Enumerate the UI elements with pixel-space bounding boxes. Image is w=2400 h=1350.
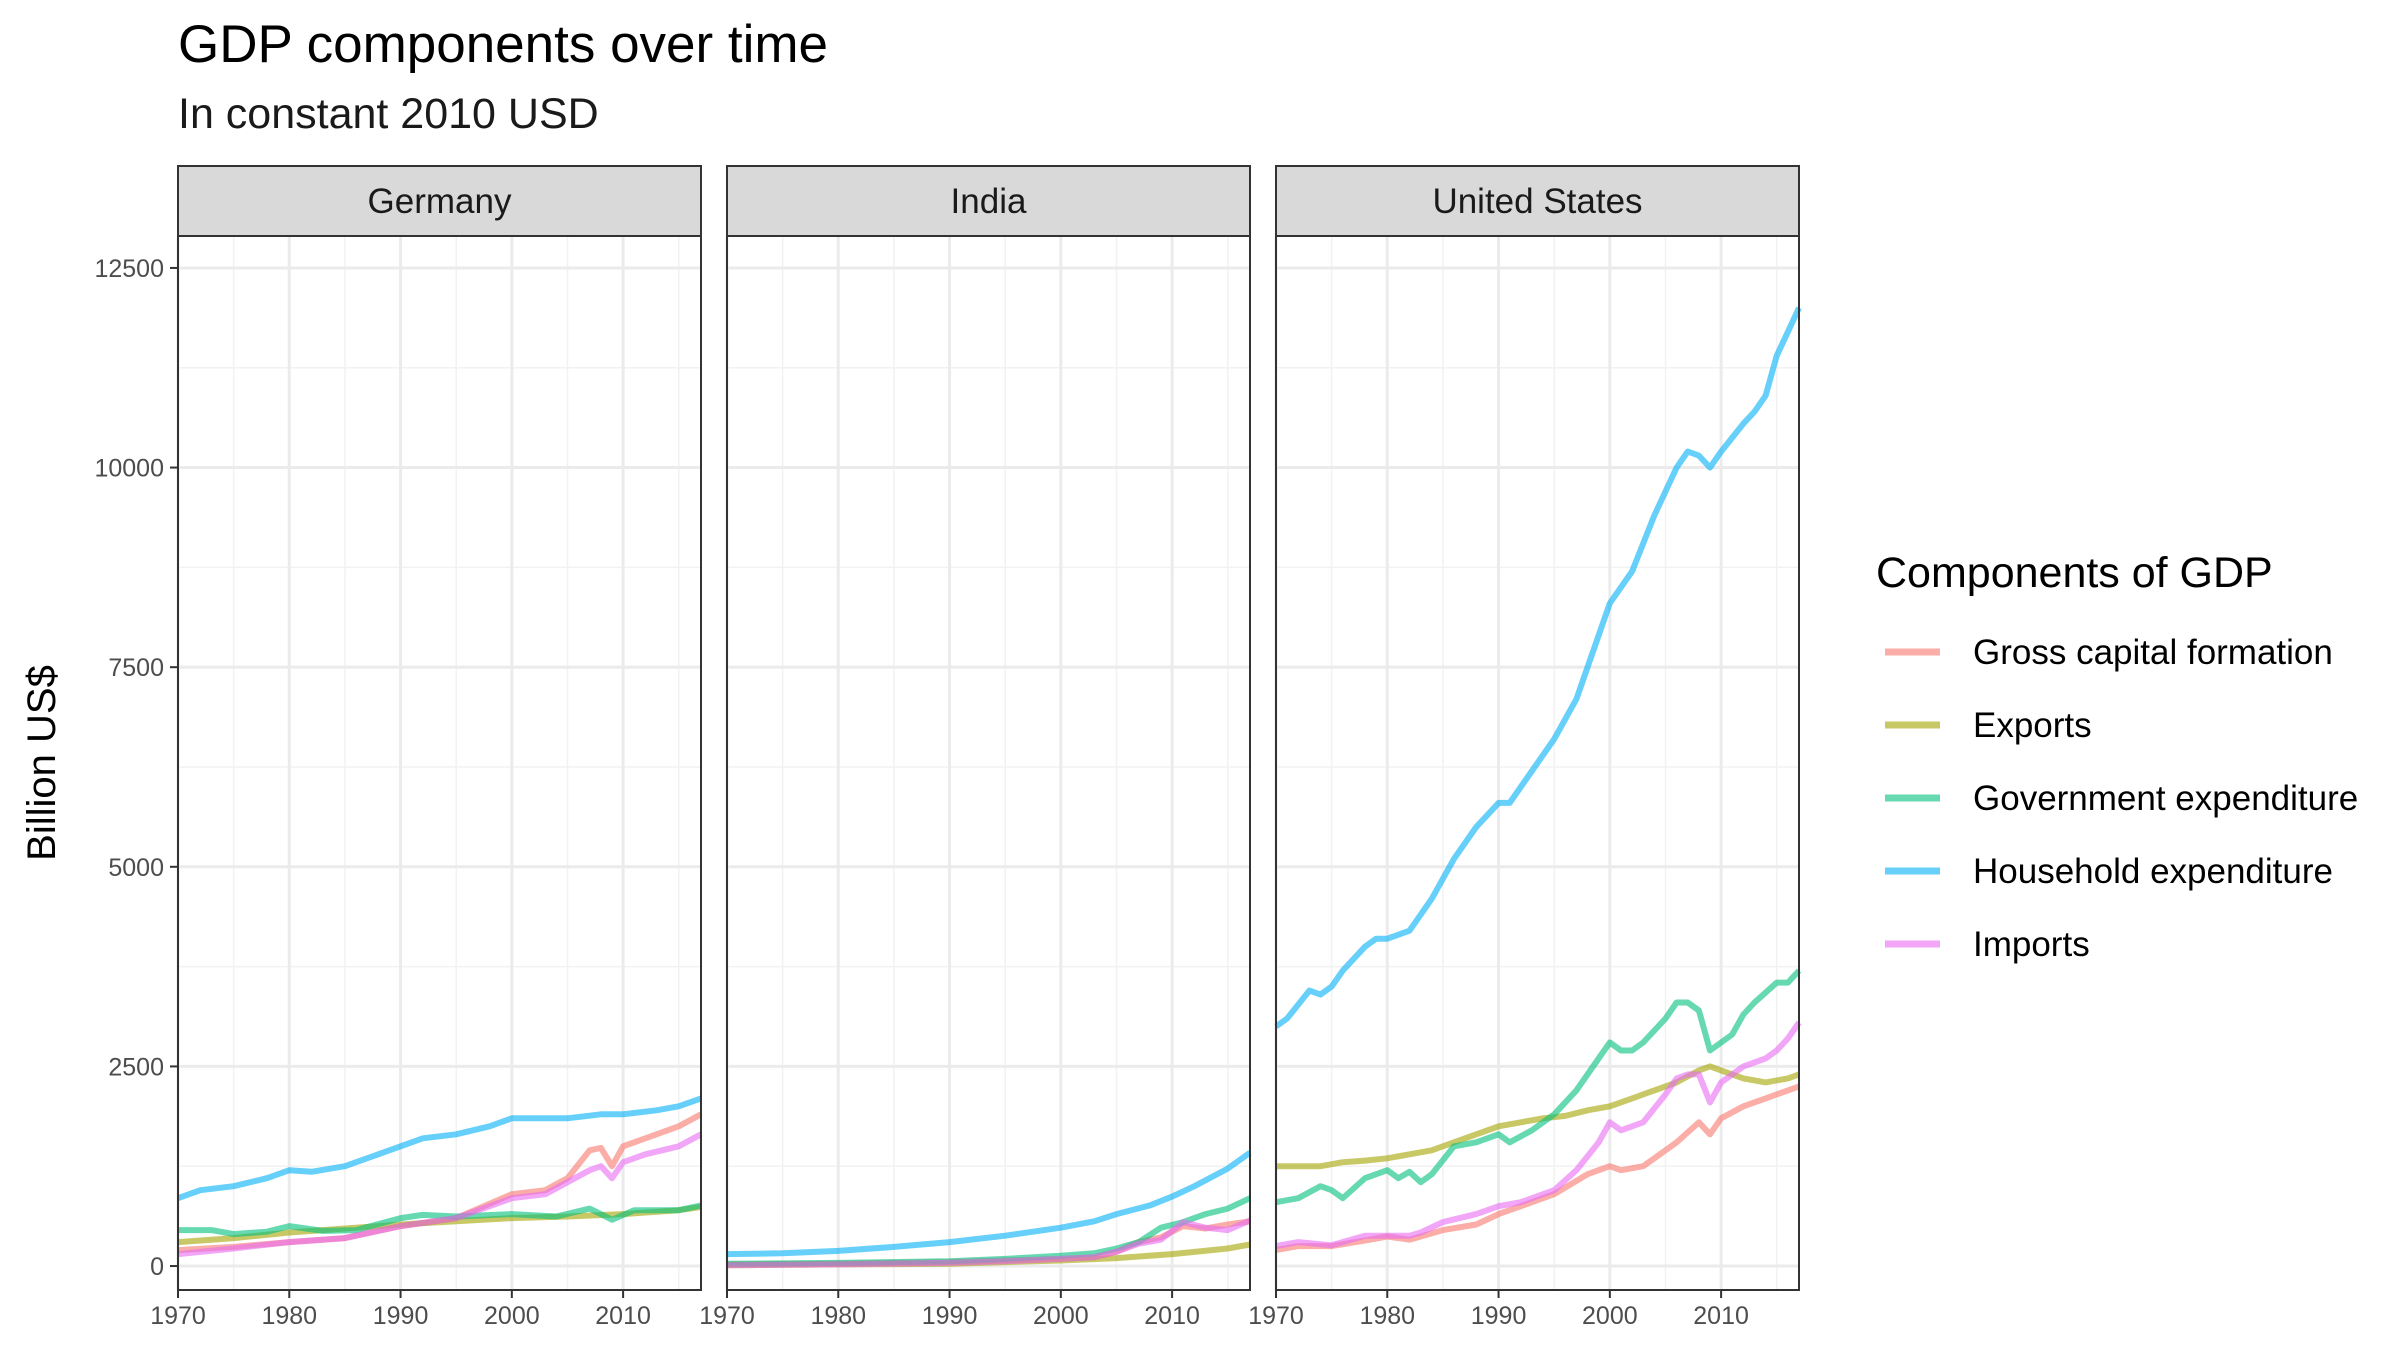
panel-india: India 1970 1980 1990 2000 2010 <box>699 165 1252 1330</box>
legend-label: Imports <box>1973 925 2090 964</box>
legend-title: Components of GDP <box>1876 549 2273 597</box>
x-tick-label: 1990 <box>1471 1302 1527 1330</box>
y-tick-label: 10000 <box>94 455 164 483</box>
facet-label: United States <box>1432 182 1642 221</box>
x-tick-label: 2010 <box>595 1302 651 1330</box>
legend-item-exports: Exports <box>1885 706 2092 745</box>
panel-united-states: United States 1970 1980 1990 2000 2010 <box>1248 165 1802 1330</box>
legend-label: Exports <box>1973 706 2092 745</box>
x-tick-label: 1970 <box>150 1302 206 1330</box>
panel-border <box>726 235 1251 1291</box>
series-line-government-expenditure <box>1275 968 1802 1206</box>
legend-label: Gross capital formation <box>1973 633 2333 672</box>
panel-border <box>1275 235 1800 1291</box>
series-line-imports <box>1275 1020 1802 1250</box>
chart-subtitle: In constant 2010 USD <box>178 90 599 138</box>
x-tick-label: 2010 <box>1693 1302 1749 1330</box>
legend-item-gross-capital-formation: Gross capital formation <box>1885 633 2333 672</box>
series-line-imports <box>726 1217 1252 1269</box>
legend: Components of GDP Gross capital formation… <box>1876 549 2358 964</box>
facet-label: Germany <box>368 182 512 221</box>
x-tick-label: 1990 <box>373 1302 429 1330</box>
plot-background <box>727 236 1250 1290</box>
panel-germany: Germany 1970 1980 1990 2000 2010 <box>150 165 703 1330</box>
x-tick-label: 1980 <box>261 1302 317 1330</box>
x-tick-label: 1980 <box>810 1302 866 1330</box>
series-line-imports <box>177 1131 703 1258</box>
y-tick-label: 5000 <box>108 854 164 882</box>
x-tick-label: 2010 <box>1144 1302 1200 1330</box>
legend-item-household-expenditure: Household expenditure <box>1885 852 2333 891</box>
y-axis-label: Billion US$ <box>20 665 64 861</box>
x-tick-label: 1970 <box>699 1302 755 1330</box>
x-tick-label: 1990 <box>922 1302 978 1330</box>
x-tick-label: 2000 <box>484 1302 540 1330</box>
panel-border <box>177 235 702 1291</box>
legend-item-government-expenditure: Government expenditure <box>1885 779 2358 818</box>
series-line-government-expenditure <box>178 1202 702 1238</box>
series-line-household-expenditure <box>176 1095 703 1202</box>
y-tick-label: 12500 <box>94 255 164 283</box>
x-tick-label: 1970 <box>1248 1302 1304 1330</box>
y-tick-label: 0 <box>150 1253 164 1281</box>
series-line-household-expenditure <box>1274 306 1802 1029</box>
legend-label: Government expenditure <box>1973 779 2358 818</box>
x-tick-label: 2000 <box>1033 1302 1089 1330</box>
series-line-household-expenditure <box>726 1150 1252 1258</box>
y-tick-label: 7500 <box>108 654 164 682</box>
legend-item-imports: Imports <box>1885 925 2090 964</box>
facet-strip <box>726 165 1251 237</box>
legend-label: Household expenditure <box>1973 852 2333 891</box>
facet-label: India <box>951 182 1027 221</box>
x-tick-label: 2000 <box>1582 1302 1638 1330</box>
y-tick-label: 2500 <box>108 1053 164 1081</box>
facet-strip <box>1275 165 1800 237</box>
x-tick-label: 1980 <box>1359 1302 1415 1330</box>
chart-title: GDP components over time <box>178 15 829 74</box>
